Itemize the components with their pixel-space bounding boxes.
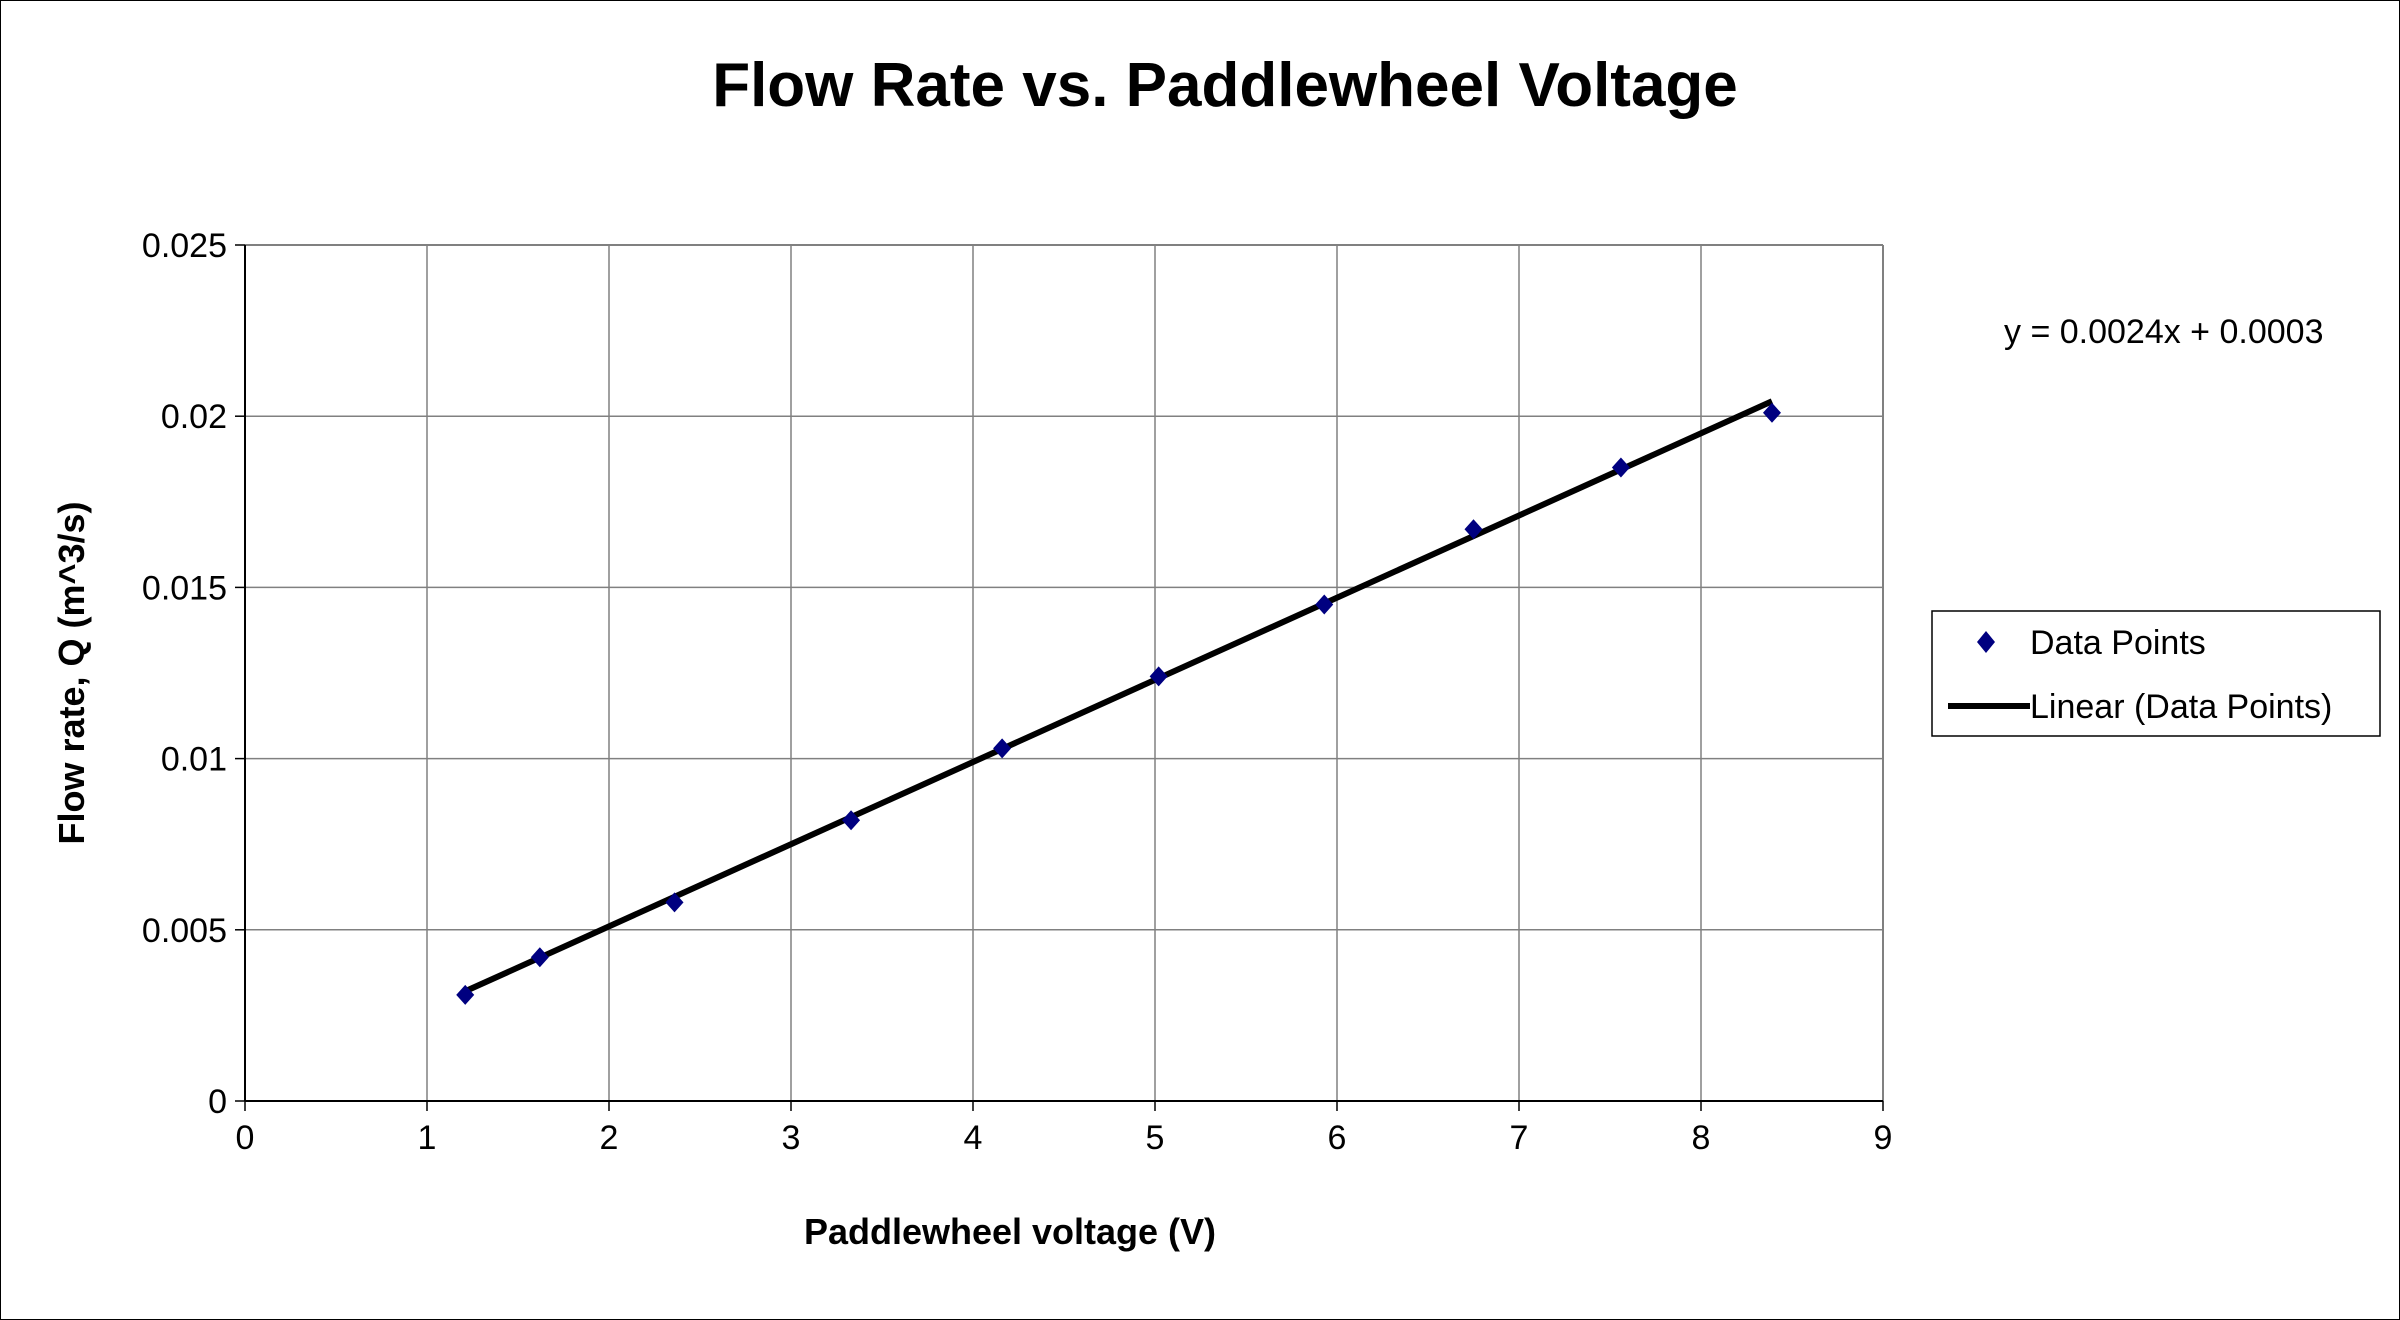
data-point-marker bbox=[1149, 666, 1168, 687]
trendline bbox=[463, 398, 1774, 995]
x-tick-label: 4 bbox=[964, 1119, 983, 1157]
gridlines bbox=[245, 244, 1884, 1101]
data-point-marker bbox=[665, 892, 684, 913]
y-tick-label: 0.02 bbox=[161, 398, 227, 436]
data-point-marker bbox=[1464, 519, 1483, 540]
legend-box bbox=[1931, 610, 2381, 737]
y-tick-label: 0.005 bbox=[142, 912, 227, 950]
axes bbox=[235, 244, 1884, 1111]
x-tick-label: 3 bbox=[782, 1119, 801, 1157]
chart-title: Flow Rate vs. Paddlewheel Voltage bbox=[712, 51, 1738, 120]
tick-labels: 0 1 2 3 4 5 6 7 8 9 0 0.005 0.01 0.015 0.02 0.025 bbox=[142, 227, 1893, 1157]
legend-trendline-label: Linear (Data Points) bbox=[2030, 688, 2332, 726]
x-axis-label: Paddlewheel voltage (V) bbox=[804, 1211, 1216, 1252]
trendline-equation: y = 0.0024x + 0.0003 bbox=[2004, 313, 2323, 351]
data-point-marker bbox=[1611, 457, 1630, 478]
data-point-marker bbox=[993, 738, 1012, 759]
y-tick-label: 0.025 bbox=[142, 227, 227, 265]
y-tick-label: 0 bbox=[208, 1083, 227, 1121]
data-point-marker bbox=[1315, 594, 1334, 615]
x-tick-label: 1 bbox=[418, 1119, 437, 1157]
legend-series-label: Data Points bbox=[2030, 624, 2206, 662]
y-axis-label: Flow rate, Q (m^3/s) bbox=[51, 501, 92, 844]
legend: Data Points Linear (Data Points) bbox=[1931, 610, 2381, 737]
y-tick-label: 0.01 bbox=[161, 741, 227, 779]
x-tick-label: 8 bbox=[1692, 1119, 1711, 1157]
x-tick-label: 5 bbox=[1146, 1119, 1165, 1157]
x-tick-label: 7 bbox=[1510, 1119, 1529, 1157]
x-tick-label: 2 bbox=[600, 1119, 619, 1157]
x-tick-label: 9 bbox=[1874, 1119, 1893, 1157]
data-point-marker bbox=[1762, 402, 1781, 423]
x-tick-label: 0 bbox=[236, 1119, 255, 1157]
data-points bbox=[456, 402, 1781, 1005]
data-point-marker bbox=[530, 947, 549, 968]
legend-diamond-marker bbox=[1977, 631, 1995, 653]
data-point-marker bbox=[842, 810, 861, 831]
data-point-marker bbox=[456, 984, 475, 1005]
y-tick-label: 0.015 bbox=[142, 569, 227, 607]
x-tick-label: 6 bbox=[1328, 1119, 1347, 1157]
